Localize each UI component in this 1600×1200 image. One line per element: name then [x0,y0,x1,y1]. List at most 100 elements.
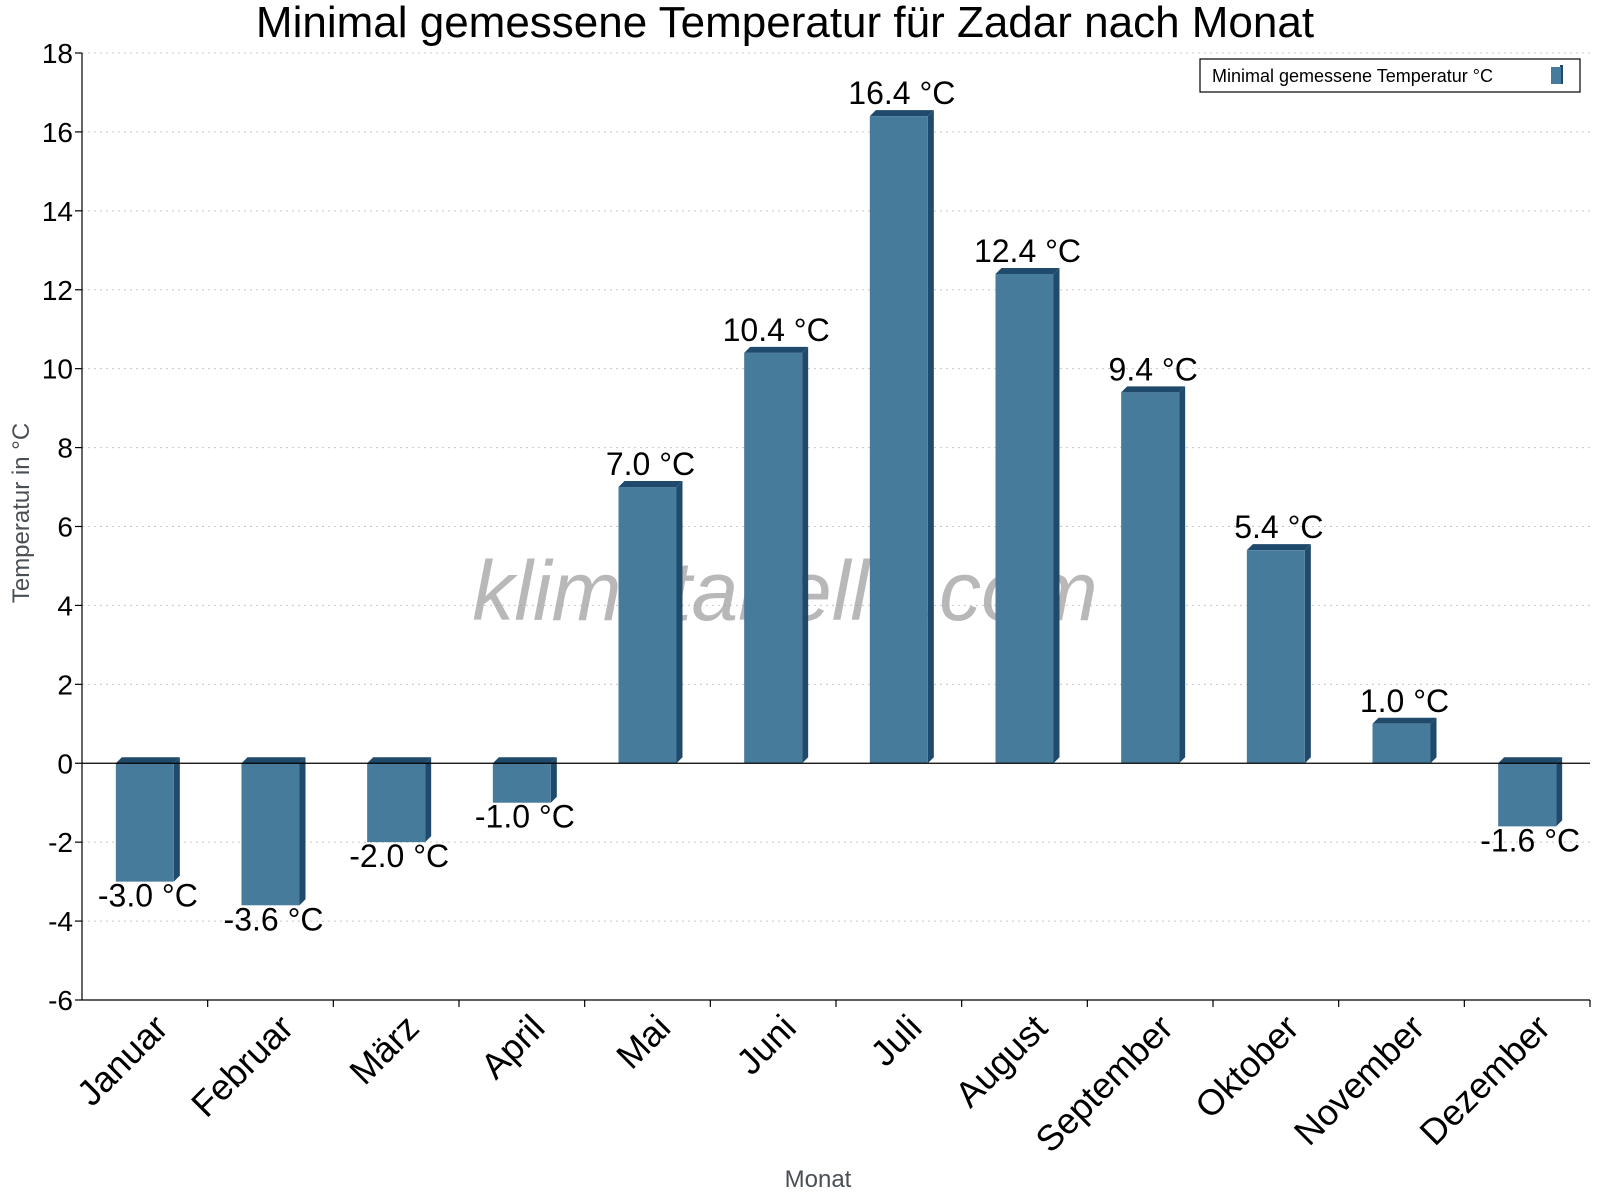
bar-top [1121,386,1186,393]
bar-top [492,757,557,764]
y-tick-label: 6 [57,512,73,543]
bar [869,110,934,764]
bar [1246,544,1311,764]
bar-top [744,346,809,353]
data-label: 10.4 °C [723,312,830,348]
x-tick-label: April [473,1007,553,1087]
data-label: 1.0 °C [1360,683,1449,719]
data-label: -1.6 °C [1480,822,1580,858]
y-tick-label: 2 [57,669,73,700]
y-tick-label: 14 [42,196,73,227]
x-tick-label: Januar [69,1007,176,1114]
y-tick-label: 0 [57,748,73,779]
bar-top [995,267,1060,274]
bar-side [1430,717,1437,764]
y-axis-label: Temperatur in °C [8,423,35,603]
x-tick-label: März [341,1007,427,1093]
data-labels: -3.0 °C -3.6 °C -2.0 °C -1.0 °C 7.0 °C 10.4 °… [98,75,1580,937]
y-tick-label: 18 [42,38,73,69]
bar-side [1556,757,1563,827]
data-label: 9.4 °C [1109,351,1198,387]
x-tick-label: Mai [608,1007,678,1077]
bar-front [744,352,803,764]
legend-label: Minimal gemessene Temperatur °C [1212,66,1493,86]
data-label: -3.6 °C [224,901,324,937]
bar-side [173,757,180,882]
x-tick-label: November [1286,1007,1432,1153]
bar-front [618,487,677,764]
bar-front [115,763,174,882]
bar [995,267,1060,764]
bar-side [802,346,809,764]
x-tick-label: Februar [183,1007,301,1125]
x-tick-label: Juli [862,1007,929,1074]
y-tick-label: 8 [57,433,73,464]
bar-front [995,273,1054,764]
y-tick-label: -6 [48,985,73,1016]
bar-front [869,116,928,764]
x-tick-label: August [947,1007,1055,1115]
bar-side [1304,544,1311,764]
x-tick-label: Juni [728,1007,804,1083]
bar-top [1498,757,1563,764]
bar-side [425,757,432,843]
bar-front [1121,392,1180,764]
bar-top [115,757,180,764]
bar [241,757,306,906]
data-label: 12.4 °C [974,233,1081,269]
bar-side [550,757,557,803]
data-label: 5.4 °C [1234,509,1323,545]
data-label: -2.0 °C [349,838,449,874]
y-tick-label: 10 [42,354,73,385]
bar-top [618,481,683,488]
bar [618,481,683,764]
bar-front [241,763,300,906]
bar-side [1053,267,1060,764]
bar-top [1246,544,1311,551]
x-tick-labels: Januar Februar März April Mai Juni Juli AugustS… [69,1007,1558,1161]
legend: Minimal gemessene Temperatur °C [1199,58,1581,93]
bars [115,110,1563,906]
bar [1498,757,1563,827]
data-label: 16.4 °C [848,75,955,111]
bar-top [869,110,934,117]
bar [1372,717,1437,764]
bar [115,757,180,882]
bar [367,757,432,843]
bar-front [367,763,426,843]
y-tick-label: 16 [42,117,73,148]
bar-top [241,757,306,764]
chart-title: Minimal gemessene Temperatur für Zadar n… [256,0,1314,47]
x-tick-label: Oktober [1187,1007,1307,1127]
y-tick-label: -2 [48,827,73,858]
bar-side [676,481,683,764]
bar-top [1372,717,1437,724]
x-tick-label: September [1027,1007,1181,1161]
bar-side [927,110,934,764]
bar-front [492,763,551,803]
data-label: -3.0 °C [98,878,198,914]
y-tick-labels: -6 -4 -2 0 2 4 6 8 10 12 14 16 18 [42,38,73,1016]
bar [492,757,557,803]
legend-swatch [1551,67,1561,84]
legend-box [1199,58,1581,93]
bar-side [1179,386,1186,764]
grid-lines [82,52,1590,1001]
bar-side [299,757,306,906]
x-tick-label: Dezember [1411,1007,1557,1153]
bar-front [1498,763,1557,827]
bar-front [1246,550,1305,764]
legend-swatch-side [1560,65,1563,84]
bar-top [367,757,432,764]
bar [1121,386,1186,764]
y-tick-label: 12 [42,275,73,306]
data-label: 7.0 °C [606,446,695,482]
data-label: -1.0 °C [475,799,575,835]
x-axis-label: Monat [785,1166,852,1193]
axes [75,52,1591,1007]
bar-front [1372,723,1431,764]
y-tick-label: -4 [48,906,73,937]
y-tick-label: 4 [57,590,73,621]
bar [744,346,809,764]
